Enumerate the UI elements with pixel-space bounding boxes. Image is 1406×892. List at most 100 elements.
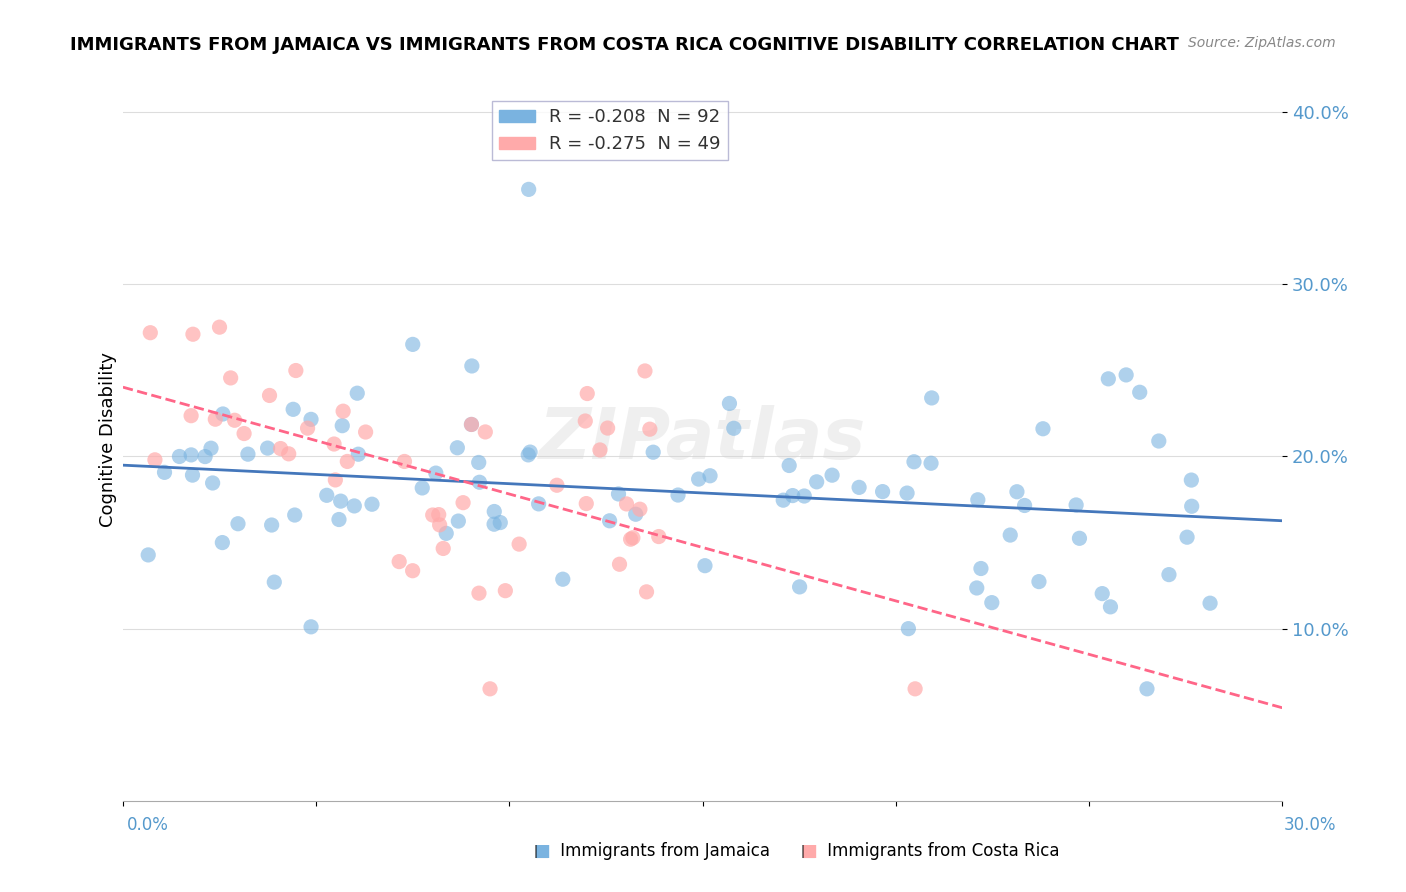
Point: [489, 516, 512, 530]
Point: [778, 458, 800, 473]
Y-axis label: Cognitive Disability: Cognitive Disability: [100, 351, 117, 526]
Point: [1097, 372, 1119, 386]
Point: [427, 508, 450, 522]
Point: [201, 475, 224, 490]
Point: [607, 487, 630, 501]
Point: [970, 561, 993, 575]
Point: [180, 448, 202, 462]
Point: [315, 488, 337, 502]
Point: [599, 514, 621, 528]
Point: [169, 450, 191, 464]
Point: [1147, 434, 1170, 448]
Point: [299, 412, 322, 426]
Point: [596, 421, 619, 435]
Point: [903, 455, 925, 469]
Point: [468, 586, 491, 600]
Point: [1091, 586, 1114, 600]
Point: [411, 481, 433, 495]
Point: [328, 512, 350, 526]
Point: [219, 371, 242, 385]
Point: [688, 472, 710, 486]
Point: [793, 489, 815, 503]
Point: [329, 494, 352, 508]
Text: IMMIGRANTS FROM JAMAICA VS IMMIGRANTS FROM COSTA RICA COGNITIVE DISABILITY CORRE: IMMIGRANTS FROM JAMAICA VS IMMIGRANTS FR…: [70, 36, 1180, 54]
Point: [896, 486, 918, 500]
Point: [848, 480, 870, 494]
Point: [589, 442, 612, 457]
Point: [343, 499, 366, 513]
Point: [346, 386, 368, 401]
Point: [336, 454, 359, 468]
Point: [212, 407, 235, 421]
Point: [460, 417, 482, 432]
Point: [551, 572, 574, 586]
Point: [643, 445, 665, 459]
Point: [299, 620, 322, 634]
Point: [200, 441, 222, 455]
Point: [1181, 500, 1204, 514]
Text: ■  Immigrants from Costa Rica: ■ Immigrants from Costa Rica: [801, 842, 1060, 860]
Point: [966, 581, 988, 595]
Point: [517, 182, 540, 196]
Point: [284, 508, 307, 522]
Point: [508, 537, 530, 551]
Point: [624, 508, 647, 522]
Point: [425, 466, 447, 480]
Point: [434, 526, 457, 541]
Point: [347, 447, 370, 461]
Point: [966, 492, 988, 507]
Point: [1032, 422, 1054, 436]
Point: [904, 681, 927, 696]
Point: [277, 447, 299, 461]
Point: [394, 454, 416, 468]
Point: [519, 445, 541, 459]
Point: [482, 517, 505, 532]
Point: [1157, 567, 1180, 582]
Point: [575, 497, 598, 511]
Point: [920, 456, 942, 470]
Point: [224, 413, 246, 427]
Text: Source: ZipAtlas.com: Source: ZipAtlas.com: [1188, 36, 1336, 50]
Point: [1175, 530, 1198, 544]
Point: [432, 541, 454, 556]
Point: [259, 388, 281, 402]
Point: [474, 425, 496, 439]
Point: [1014, 499, 1036, 513]
Point: [1099, 599, 1122, 614]
Point: [628, 502, 651, 516]
Point: [361, 497, 384, 511]
Point: [1115, 368, 1137, 382]
Point: [772, 493, 794, 508]
Point: [401, 564, 423, 578]
Point: [153, 466, 176, 480]
Point: [260, 518, 283, 533]
Point: [226, 516, 249, 531]
Point: [648, 530, 671, 544]
Point: [332, 404, 354, 418]
Text: ■  Immigrants from Jamaica: ■ Immigrants from Jamaica: [534, 842, 770, 860]
Text: 0.0%: 0.0%: [127, 815, 169, 833]
Point: [479, 681, 502, 696]
Point: [256, 441, 278, 455]
Point: [143, 452, 166, 467]
Point: [494, 583, 516, 598]
Point: [402, 337, 425, 351]
Point: [718, 396, 741, 410]
Point: [921, 391, 943, 405]
Point: [330, 418, 353, 433]
Point: [609, 558, 631, 572]
Point: [236, 447, 259, 461]
Text: ■: ■: [801, 842, 817, 860]
Point: [897, 622, 920, 636]
Point: [451, 496, 474, 510]
Point: [460, 417, 482, 432]
Text: ZIPatlas: ZIPatlas: [538, 405, 866, 474]
Text: ■: ■: [534, 842, 550, 860]
Point: [821, 468, 844, 483]
Point: [638, 422, 661, 436]
Point: [1069, 531, 1091, 545]
Point: [1180, 473, 1202, 487]
Point: [484, 504, 506, 518]
Point: [461, 359, 484, 373]
Point: [354, 425, 377, 439]
